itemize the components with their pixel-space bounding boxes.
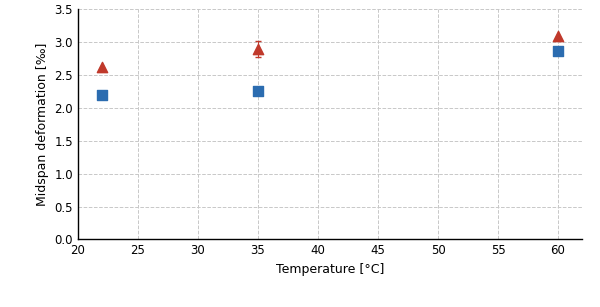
Point [97, 65, 107, 70]
Point [253, 89, 263, 94]
Point [253, 47, 263, 52]
X-axis label: Temperature [°C]: Temperature [°C] [276, 263, 384, 276]
Point [553, 49, 563, 54]
Point [553, 33, 563, 38]
Y-axis label: Midspan deformation [‰]: Midspan deformation [‰] [36, 43, 49, 206]
Point [97, 93, 107, 98]
